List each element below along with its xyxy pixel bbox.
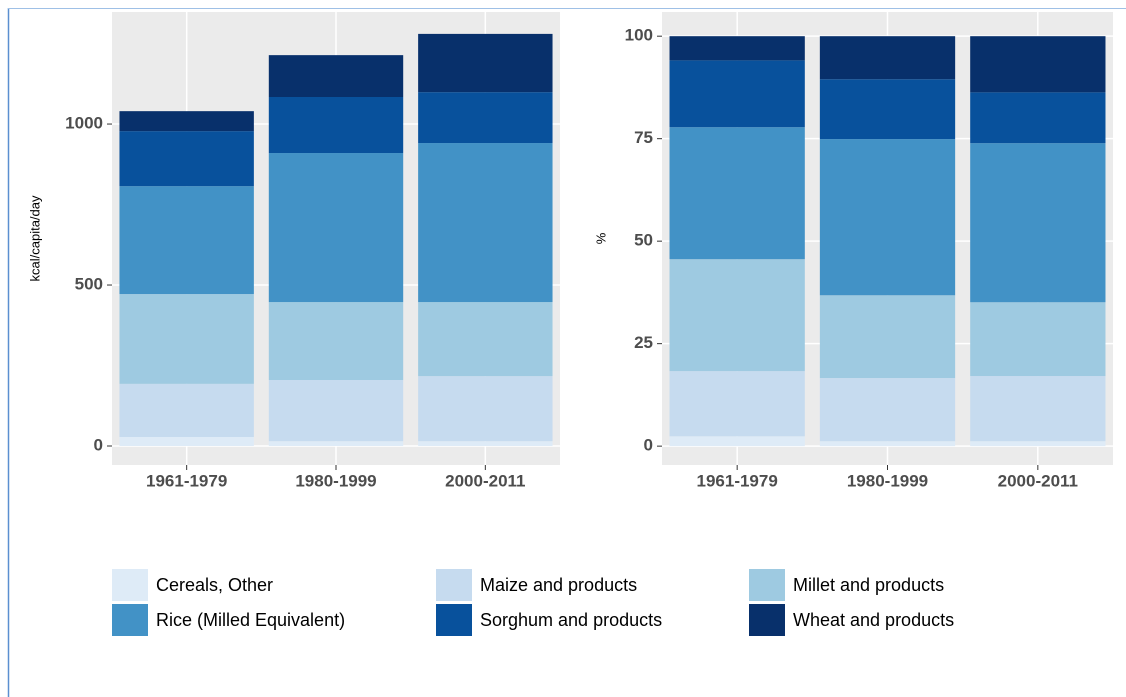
x-tick-label: 2000-2011 <box>998 471 1078 490</box>
bar-segment <box>970 302 1106 377</box>
legend-key <box>112 569 148 601</box>
bar-segment <box>418 376 553 442</box>
bar-segment <box>819 378 956 442</box>
bar-segment <box>418 92 553 144</box>
x-tick-label: 1961-1979 <box>146 471 227 490</box>
bar-segment <box>970 376 1106 442</box>
bar-segment <box>418 302 553 377</box>
bar-segment <box>268 441 404 447</box>
bar-segment <box>669 436 805 447</box>
bar-segment <box>669 60 805 128</box>
legend-label: Wheat and products <box>793 610 954 630</box>
bar-segment <box>119 436 254 447</box>
bar-segment <box>669 36 805 61</box>
x-tick-label: 2000-2011 <box>445 471 525 490</box>
y-tick-label: 25 <box>634 333 653 352</box>
bar-segment <box>418 441 553 447</box>
bar-segment <box>119 294 254 384</box>
x-tick-label: 1961-1979 <box>697 471 778 490</box>
legend-key <box>436 569 472 601</box>
bar-segment <box>819 36 956 80</box>
legend-label: Millet and products <box>793 575 944 595</box>
bar-segment <box>970 36 1106 93</box>
y-tick-label: 0 <box>94 435 103 454</box>
bar-segment <box>970 143 1106 303</box>
bar-segment <box>669 127 805 260</box>
legend-label: Rice (Milled Equivalent) <box>156 610 345 630</box>
bar-segment <box>268 96 404 154</box>
bar-segment <box>268 55 404 97</box>
bar-segment <box>418 33 553 93</box>
y-tick-label: 75 <box>634 128 653 147</box>
y-tick-label: 500 <box>75 275 103 294</box>
bar-segment <box>970 92 1106 144</box>
legend-key <box>749 569 785 601</box>
bar-segment <box>819 295 956 379</box>
bar-segment <box>970 441 1106 447</box>
legend-label: Cereals, Other <box>156 575 273 595</box>
bar-segment <box>119 186 254 295</box>
bar-segment <box>119 131 254 187</box>
y-tick-label: 50 <box>634 231 653 250</box>
y-tick-label: 1000 <box>65 114 103 133</box>
legend-label: Sorghum and products <box>480 610 662 630</box>
legend-key <box>436 604 472 636</box>
bar-segment <box>119 111 254 132</box>
bar-segment <box>268 153 404 303</box>
legend-key <box>749 604 785 636</box>
bar-segment <box>119 383 254 437</box>
y-tick-label: 100 <box>625 26 653 45</box>
legend-key <box>112 604 148 636</box>
bar-segment <box>268 380 404 442</box>
x-tick-label: 1980-1999 <box>295 471 376 490</box>
x-tick-label: 1980-1999 <box>847 471 928 490</box>
bar-segment <box>418 143 553 303</box>
bar-segment <box>268 302 404 381</box>
y-axis-label: % <box>593 232 608 244</box>
y-axis-label: kcal/capita/day <box>27 195 42 281</box>
legend-label: Maize and products <box>480 575 637 595</box>
bar-segment <box>669 259 805 372</box>
y-tick-label: 0 <box>644 436 653 455</box>
bar-segment <box>819 79 956 140</box>
bar-segment <box>669 371 805 437</box>
bar-segment <box>819 139 956 296</box>
bar-segment <box>819 441 956 447</box>
